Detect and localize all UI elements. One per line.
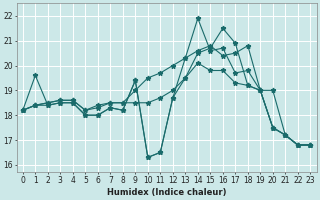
X-axis label: Humidex (Indice chaleur): Humidex (Indice chaleur) xyxy=(107,188,226,197)
